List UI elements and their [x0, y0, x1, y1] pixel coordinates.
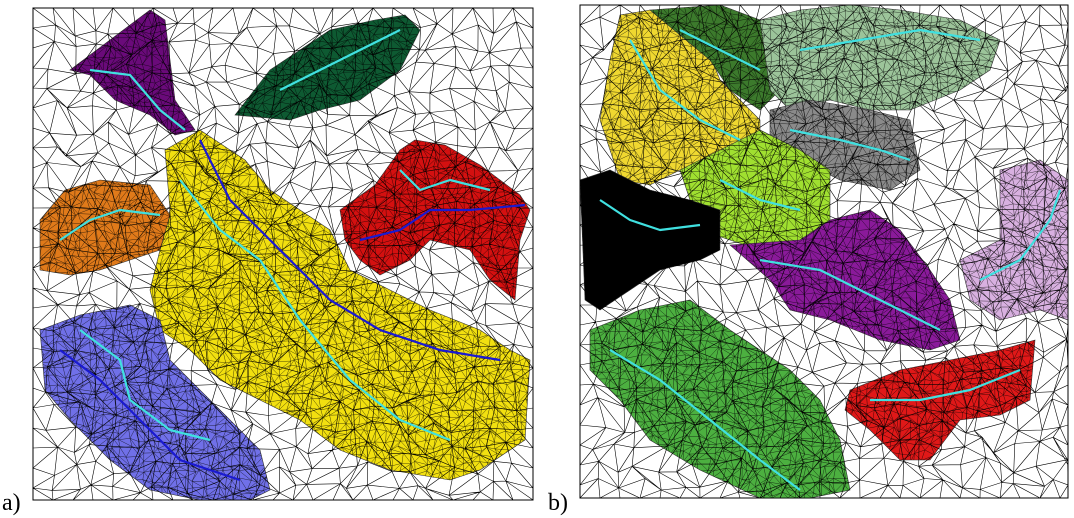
panel-label: a) — [2, 490, 21, 516]
panel-label: b) — [548, 490, 568, 516]
figure: a) b) — [0, 0, 1074, 518]
